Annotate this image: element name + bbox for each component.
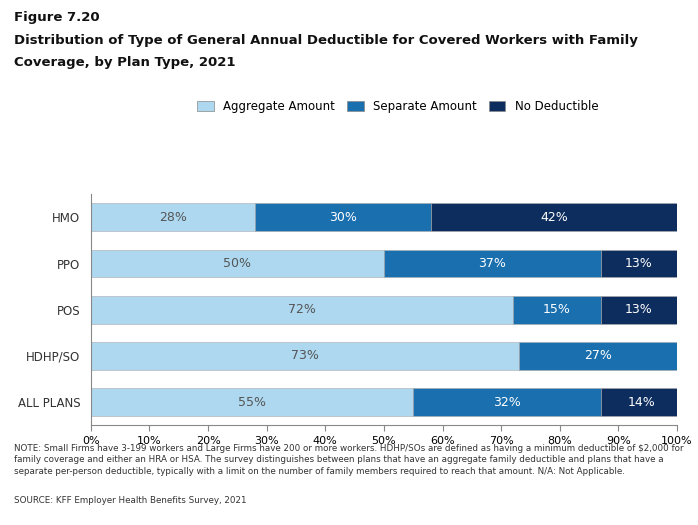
Bar bbox=[519, 342, 677, 370]
Text: 28%: 28% bbox=[159, 211, 187, 224]
Text: 30%: 30% bbox=[329, 211, 357, 224]
Legend: Aggregate Amount, Separate Amount, No Deductible: Aggregate Amount, Separate Amount, No De… bbox=[198, 100, 598, 113]
Bar bbox=[413, 388, 601, 416]
Text: 15%: 15% bbox=[543, 303, 571, 316]
Text: Coverage, by Plan Type, 2021: Coverage, by Plan Type, 2021 bbox=[14, 56, 235, 69]
Bar bbox=[91, 204, 255, 231]
Text: 55%: 55% bbox=[238, 396, 266, 408]
Bar bbox=[91, 250, 384, 277]
Text: SOURCE: KFF Employer Health Benefits Survey, 2021: SOURCE: KFF Employer Health Benefits Sur… bbox=[14, 496, 246, 505]
Text: 13%: 13% bbox=[625, 257, 653, 270]
Text: 37%: 37% bbox=[478, 257, 506, 270]
Text: NOTE: Small Firms have 3-199 workers and Large Firms have 200 or more workers. H: NOTE: Small Firms have 3-199 workers and… bbox=[14, 444, 683, 476]
Bar bbox=[91, 342, 519, 370]
Bar bbox=[431, 204, 677, 231]
Text: 14%: 14% bbox=[628, 396, 655, 408]
Text: 32%: 32% bbox=[493, 396, 521, 408]
Text: 27%: 27% bbox=[584, 350, 612, 362]
Text: 72%: 72% bbox=[288, 303, 315, 316]
Bar bbox=[601, 250, 677, 277]
Bar bbox=[255, 204, 431, 231]
Bar bbox=[384, 250, 601, 277]
Bar bbox=[513, 296, 601, 323]
Bar bbox=[601, 296, 677, 323]
Bar bbox=[91, 296, 513, 323]
Bar bbox=[601, 388, 683, 416]
Bar bbox=[91, 388, 413, 416]
Text: 73%: 73% bbox=[291, 350, 319, 362]
Text: Figure 7.20: Figure 7.20 bbox=[14, 10, 100, 24]
Text: 42%: 42% bbox=[540, 211, 567, 224]
Text: 50%: 50% bbox=[223, 257, 251, 270]
Text: Distribution of Type of General Annual Deductible for Covered Workers with Famil: Distribution of Type of General Annual D… bbox=[14, 34, 638, 47]
Text: 13%: 13% bbox=[625, 303, 653, 316]
